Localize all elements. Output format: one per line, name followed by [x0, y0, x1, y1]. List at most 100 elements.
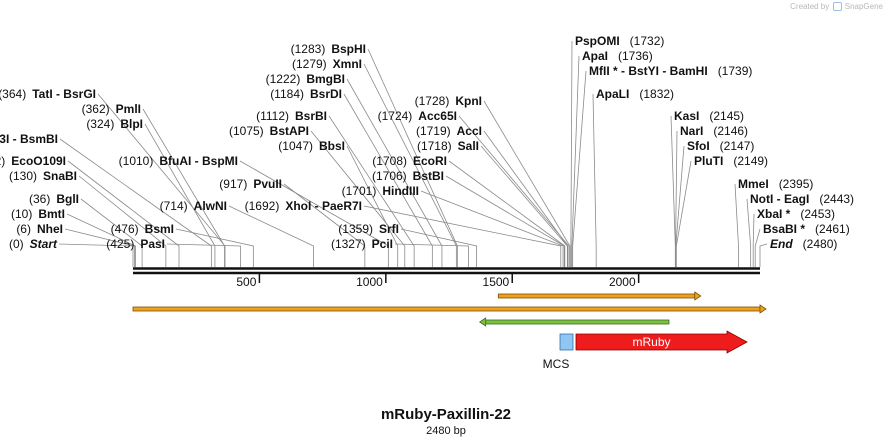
site-label-alwni: (714) AlwNI: [160, 199, 227, 213]
site-label-bsmi: (476) BsmI: [111, 222, 174, 236]
site-position-snabi: (130): [9, 169, 37, 183]
site-label-kpni: (1728) KpnI: [415, 94, 482, 108]
site-name-snabi: SnaBI: [43, 169, 77, 183]
site-name-mmei: MmeI: [738, 177, 769, 191]
site-name-pasi: PasI: [140, 237, 165, 251]
site-position-plutI: (2149): [733, 154, 768, 168]
site-connector-bbsi: [346, 145, 399, 267]
site-name-kasi: KasI: [674, 109, 699, 123]
feature-bar-orange-1: [497, 293, 696, 299]
site-connector-bsrdi: [343, 93, 433, 267]
site-position-xhoi: (1692): [245, 199, 280, 213]
site-connector-xhoi: [363, 205, 562, 267]
site-label-ecori: (1708) EcoRI: [372, 154, 447, 168]
site-name-esp3i: Esp3I - BsmBI: [0, 132, 58, 146]
site-position-apali: (1832): [639, 87, 674, 101]
site-label-apali: ApaLI (1832): [596, 87, 674, 101]
site-position-kpni: (1728): [415, 94, 450, 108]
site-position-acc65i: (1724): [378, 109, 413, 123]
site-name-start: Start: [30, 237, 58, 251]
site-label-pvuii: (917) PvuII: [219, 177, 282, 191]
site-name-bmgbi: BmgBI: [306, 72, 345, 86]
site-position-bmti: (10): [11, 207, 32, 221]
site-position-ecoo109i: (182): [0, 154, 5, 168]
site-name-sali: SalI: [458, 139, 479, 153]
feature-mruby: mRuby: [575, 330, 748, 354]
site-label-acc65i: (1724) Acc65I: [378, 109, 457, 123]
site-name-hindiii: HindIII: [382, 184, 419, 198]
site-name-bgli: BglI: [56, 192, 79, 206]
site-name-apai: ApaI: [582, 49, 608, 63]
site-label-srfi: (1359) SrfI: [338, 222, 399, 236]
feature-orange-2: [132, 304, 767, 314]
site-position-start: (0): [9, 237, 24, 251]
site-label-end: End (2480): [770, 237, 837, 251]
site-position-apai: (1736): [618, 49, 653, 63]
site-label-apai: ApaI (1736): [582, 49, 653, 63]
site-name-alwni: AlwNI: [194, 199, 227, 213]
site-position-sfoi: (2147): [720, 139, 755, 153]
site-label-xbai: XbaI * (2453): [757, 207, 835, 221]
site-name-ecori: EcoRI: [413, 154, 447, 168]
site-connector-bmti: [66, 213, 136, 267]
site-label-kasi: KasI (2145): [674, 109, 744, 123]
site-position-xbai: (2453): [800, 207, 835, 221]
site-connector-bsabi: [754, 228, 761, 267]
site-name-sfoi: SfoI: [687, 139, 710, 153]
site-connector-bsrbi: [328, 115, 415, 267]
site-name-pcii: PciI: [372, 237, 393, 251]
site-position-bmgbi: (1222): [266, 72, 301, 86]
site-name-kpni: KpnI: [455, 94, 482, 108]
site-position-kasi: (2145): [709, 109, 744, 123]
site-position-sali: (1718): [417, 139, 452, 153]
site-label-bmti: (10) BmtI: [11, 207, 65, 221]
site-connector-pvuii: [283, 183, 366, 267]
site-label-bsabi: BsaBI * (2461): [763, 222, 850, 236]
site-label-pcii: (1327) PciI: [331, 237, 393, 251]
site-position-bsabi: (2461): [815, 222, 850, 236]
site-label-start: (0) Start: [9, 237, 58, 251]
site-name-bsabi: BsaBI *: [763, 222, 805, 236]
site-connector-acci: [483, 130, 569, 267]
axis-tick-label: 1000: [356, 275, 383, 289]
site-name-bsrdi: BsrDI: [310, 87, 342, 101]
feature-green-1: [478, 317, 670, 327]
site-label-plutI: PluTI (2149): [694, 154, 768, 168]
site-connector-kasi: [670, 115, 676, 267]
feature-bar-orange-2: [132, 306, 761, 312]
site-name-pvuii: PvuII: [253, 177, 282, 191]
site-label-mmei: MmeI (2395): [738, 177, 813, 191]
site-connector-alwni: [228, 205, 314, 267]
site-connector-tati: [97, 93, 226, 267]
feature-arrow-mruby: [575, 330, 748, 354]
site-name-xhoi: XhoI - PaeR7I: [285, 199, 362, 213]
site-name-apali: ApaLI: [596, 87, 629, 101]
feature-arrowhead-green-1: [478, 317, 487, 327]
site-connector-mfli: [572, 70, 587, 267]
site-label-noti: NotI - EagI (2443): [750, 192, 854, 206]
site-connector-end: [759, 243, 768, 267]
site-position-pspomi: (1732): [630, 34, 665, 48]
site-label-bmgbi: (1222) BmgBI: [266, 72, 345, 86]
site-label-nari: NarI (2146): [680, 124, 748, 138]
site-position-bsrdi: (1184): [270, 87, 304, 101]
feature-box-mcs: [559, 333, 574, 351]
site-name-blpi: BlpI: [120, 117, 143, 131]
site-label-ecoo109i: (182) EcoO109I: [0, 154, 66, 168]
site-connector-bgli: [80, 198, 143, 267]
feature-mcs: MCS: [543, 333, 574, 371]
site-connector-blpi: [144, 123, 216, 267]
site-position-mmei: (2395): [779, 177, 814, 191]
site-position-ecori: (1708): [372, 154, 407, 168]
site-position-pmli: (362): [82, 102, 110, 116]
site-name-xmni: XmnI: [333, 57, 362, 71]
site-position-blpi: (324): [86, 117, 114, 131]
site-label-bbsi: (1047) BbsI: [278, 139, 345, 153]
site-label-pmli: (362) PmlI: [82, 102, 141, 116]
site-connector-bstapi: [310, 130, 406, 267]
site-name-bsmi: BsmI: [145, 222, 174, 236]
site-position-pcii: (1327): [331, 237, 366, 251]
site-name-noti: NotI - EagI: [750, 192, 809, 206]
site-label-nhei: (6) NheI: [16, 222, 63, 236]
site-name-bfuai: BfuAI - BspMI: [159, 154, 238, 168]
